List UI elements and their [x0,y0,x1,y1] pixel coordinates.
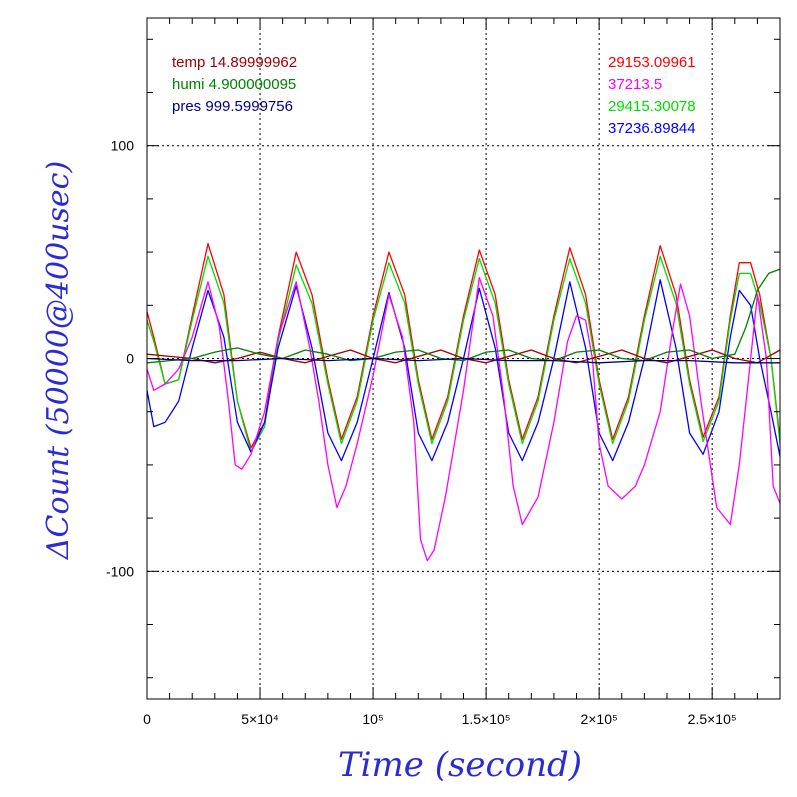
x-tick-label-1: 5×10⁴ [241,711,279,727]
x-tick-label-3: 1.5×10⁵ [462,711,511,727]
legend: temp 14.89999962 humi 4.900000095 pres 999… [172,54,696,137]
series-lines [146,242,781,562]
legend-right-entry-2: 29415.30078 [608,98,696,115]
x-tick-label-2: 10⁵ [362,711,383,727]
legend-left-entry-1: humi 4.900000095 [172,76,296,93]
axis-ticks [146,18,781,699]
tick-labels: 0 5×10⁴ 10⁵ 1.5×10⁵ 2×10⁵ 2.5×10⁵ 100 0 -100 [106,138,737,727]
legend-right-entry-0: 29153.09961 [608,54,696,71]
series-line-6 [146,357,780,364]
x-tick-label-5: 2.5×10⁵ [688,711,737,727]
legend-left-entry-2: pres 999.5999756 [172,98,293,115]
series-line-5 [146,268,781,364]
y-axis-title: ΔCount (50000@400usec) [41,161,76,560]
y-tick-label-2: -100 [106,563,134,579]
y-tick-label-0: 100 [111,138,135,154]
series-line-2 [146,279,781,462]
y-tick-label-1: 0 [126,351,134,367]
legend-right-entry-1: 37213.5 [608,76,662,93]
series-line-1 [146,255,781,453]
x-axis-title: Time (second) [338,745,582,785]
legend-right-entry-3: 37236.89844 [608,120,696,137]
legend-left-entry-0: temp 14.89999962 [172,54,297,71]
series-line-3 [146,276,781,562]
x-tick-label-4: 2×10⁵ [580,711,617,727]
x-tick-label-0: 0 [143,711,151,727]
